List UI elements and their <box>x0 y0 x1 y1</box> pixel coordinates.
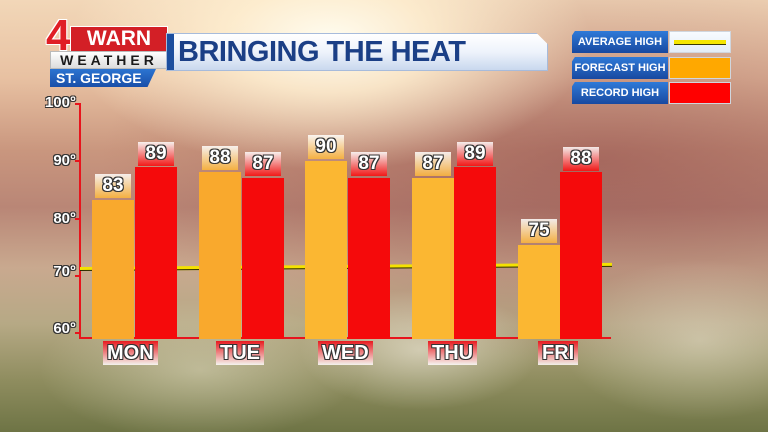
city-label: ST. GEORGE <box>50 69 156 87</box>
value-record-tue: 87 <box>245 152 281 176</box>
y-tick <box>75 218 81 220</box>
bar-record-tue <box>242 178 284 339</box>
value-record-mon: 89 <box>138 142 174 166</box>
legend-swatch-average-line <box>669 31 731 53</box>
y-tick-label: 80° <box>53 210 76 227</box>
value-forecast-mon: 83 <box>95 174 131 198</box>
value-forecast-tue: 88 <box>202 146 238 170</box>
day-label-wed: WED <box>318 341 373 365</box>
y-tick-label: 90° <box>53 152 76 169</box>
legend-label: AVERAGE HIGH <box>572 31 668 53</box>
y-tick <box>75 160 81 162</box>
value-forecast-thu: 87 <box>415 152 451 176</box>
bar-record-mon <box>135 167 177 339</box>
day-label-mon: MON <box>103 341 158 365</box>
value-record-fri: 88 <box>563 147 599 171</box>
bar-forecast-mon <box>92 200 134 339</box>
legend-label: FORECAST HIGH <box>572 57 668 79</box>
value-record-wed: 87 <box>351 152 387 176</box>
bar-forecast-fri <box>518 245 560 339</box>
legend-item-record-high: RECORD HIGH <box>572 82 732 104</box>
y-tick-label: 70° <box>53 263 76 280</box>
day-label-tue: TUE <box>216 341 264 365</box>
y-tick <box>75 275 81 277</box>
logo-number: 4 <box>46 11 71 60</box>
bar-record-fri <box>560 172 602 339</box>
legend-item-average-high: AVERAGE HIGH <box>572 31 732 53</box>
bar-record-wed <box>348 178 390 339</box>
chart-title: BRINGING THE HEAT <box>178 36 466 68</box>
y-axis <box>79 103 81 339</box>
legend-label: RECORD HIGH <box>572 82 668 104</box>
legend-item-forecast-high: FORECAST HIGH <box>572 57 732 79</box>
logo-weather: WEATHER <box>50 51 168 69</box>
title-bar <box>166 33 548 71</box>
y-tick-label: 100° <box>44 94 76 111</box>
y-tick <box>75 332 81 334</box>
y-tick-label: 60° <box>53 320 76 337</box>
day-label-fri: FRI <box>538 341 579 365</box>
value-forecast-fri: 75 <box>521 219 557 243</box>
day-label-thu: THU <box>428 341 478 365</box>
bar-forecast-tue <box>199 172 241 339</box>
bar-forecast-thu <box>412 178 454 339</box>
bar-forecast-wed <box>305 161 347 339</box>
bar-record-thu <box>454 167 496 339</box>
value-record-thu: 89 <box>457 142 493 166</box>
y-tick <box>75 103 81 105</box>
legend-swatch-record <box>669 82 731 104</box>
legend-swatch-forecast <box>669 57 731 79</box>
value-forecast-wed: 90 <box>308 135 344 159</box>
